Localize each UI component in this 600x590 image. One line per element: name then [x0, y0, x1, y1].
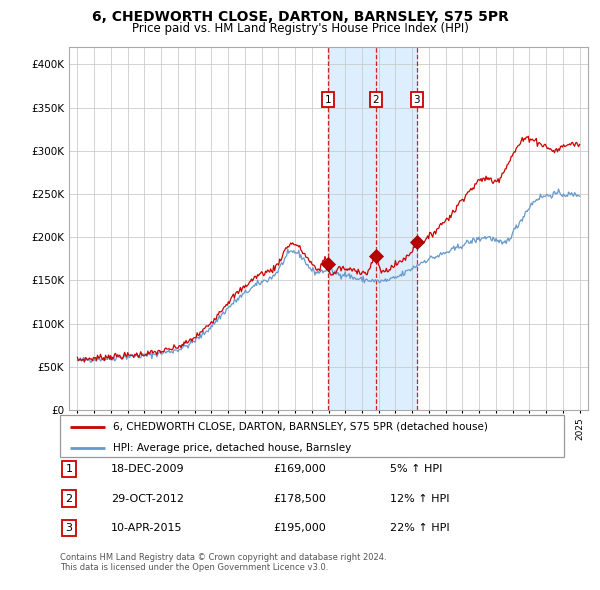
Text: 10-APR-2015: 10-APR-2015 — [111, 523, 182, 533]
Text: 12% ↑ HPI: 12% ↑ HPI — [390, 494, 449, 503]
Text: 3: 3 — [413, 95, 420, 105]
Text: 29-OCT-2012: 29-OCT-2012 — [111, 494, 184, 503]
Text: 6, CHEDWORTH CLOSE, DARTON, BARNSLEY, S75 5PR (detached house): 6, CHEDWORTH CLOSE, DARTON, BARNSLEY, S7… — [113, 422, 488, 432]
Text: This data is licensed under the Open Government Licence v3.0.: This data is licensed under the Open Gov… — [60, 563, 328, 572]
Text: £169,000: £169,000 — [273, 464, 326, 474]
Text: 5% ↑ HPI: 5% ↑ HPI — [390, 464, 442, 474]
Text: 1: 1 — [65, 464, 73, 474]
Text: Contains HM Land Registry data © Crown copyright and database right 2024.: Contains HM Land Registry data © Crown c… — [60, 553, 386, 562]
Bar — [328, 47, 417, 410]
Text: Price paid vs. HM Land Registry's House Price Index (HPI): Price paid vs. HM Land Registry's House … — [131, 22, 469, 35]
Text: £178,500: £178,500 — [273, 494, 326, 503]
Text: 1: 1 — [325, 95, 331, 105]
Text: 3: 3 — [65, 523, 73, 533]
Text: HPI: Average price, detached house, Barnsley: HPI: Average price, detached house, Barn… — [113, 443, 351, 453]
Text: 6, CHEDWORTH CLOSE, DARTON, BARNSLEY, S75 5PR: 6, CHEDWORTH CLOSE, DARTON, BARNSLEY, S7… — [92, 10, 508, 24]
Text: 2: 2 — [373, 95, 379, 105]
Text: 2: 2 — [65, 494, 73, 503]
Text: £195,000: £195,000 — [273, 523, 326, 533]
Text: 18-DEC-2009: 18-DEC-2009 — [111, 464, 185, 474]
Text: 22% ↑ HPI: 22% ↑ HPI — [390, 523, 449, 533]
